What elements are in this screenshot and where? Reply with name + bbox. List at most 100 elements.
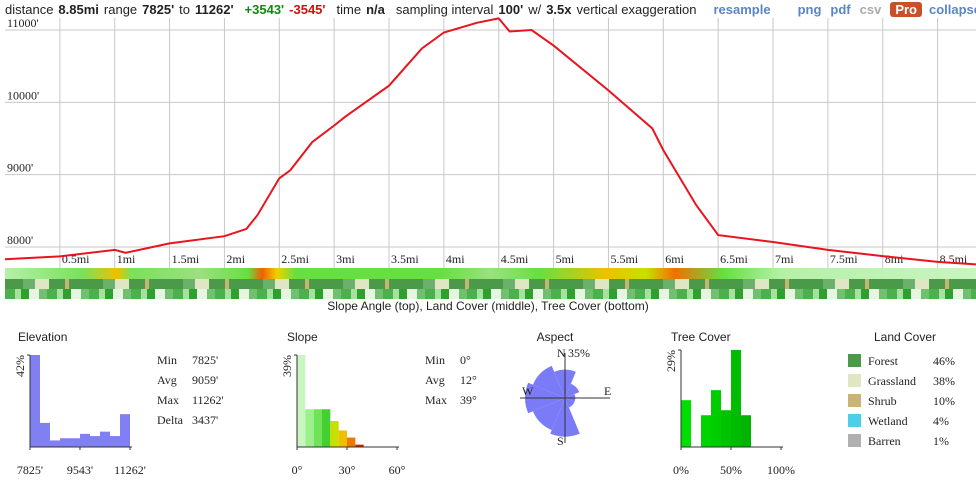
rose-petal — [565, 383, 580, 398]
hist-bar — [89, 436, 101, 447]
hist-bar — [305, 409, 314, 447]
label: distance — [5, 2, 54, 17]
legend-name: Wetland — [868, 414, 908, 428]
legend-swatch — [848, 434, 861, 447]
hist-bar — [701, 415, 711, 447]
y-tick-label: 29% — [664, 350, 678, 372]
hist-bar — [355, 444, 364, 447]
png-link[interactable]: png — [797, 2, 822, 17]
hist-bar — [40, 422, 50, 447]
x-tick-label: 8mi — [885, 252, 904, 266]
interval: 100' — [498, 2, 524, 17]
legend-value: 46% — [933, 354, 955, 368]
pro-badge[interactable]: Pro — [890, 2, 922, 17]
hist-bar — [100, 431, 111, 447]
stat-value: 9059' — [192, 373, 218, 387]
compass-label: S — [557, 434, 564, 448]
pdf-link[interactable]: pdf — [830, 2, 851, 17]
label: time — [336, 2, 362, 17]
x-tick-label: 3.5mi — [391, 252, 419, 266]
x-tick-label: 7mi — [775, 252, 794, 266]
x-tick-label: 60° — [389, 463, 406, 477]
label: vertical exaggeration — [576, 2, 697, 17]
elevation-line — [4, 17, 976, 266]
x-tick-label: 30° — [339, 463, 356, 477]
label: sampling interval — [395, 2, 494, 17]
y-tick-label: 42% — [13, 355, 27, 377]
hist-bar — [322, 409, 331, 447]
x-tick-label: 0% — [673, 463, 689, 477]
x-tick-label: 1.5mi — [172, 252, 200, 266]
panel-title: Tree Cover — [671, 330, 731, 344]
range-min: 7825' — [142, 2, 175, 17]
x-tick-label: 4.5mi — [501, 252, 529, 266]
x-tick-label: 100% — [767, 463, 795, 477]
stat-value: 12° — [460, 373, 477, 387]
panel-title: Land Cover — [874, 330, 936, 344]
resample-link[interactable]: resample — [713, 2, 771, 17]
hist-bar — [297, 355, 306, 447]
stat-label: Max — [157, 393, 179, 407]
collapse-link[interactable]: collapse — [928, 2, 976, 17]
x-tick-label: 6.5mi — [720, 252, 748, 266]
y-tick-label: 39% — [280, 355, 294, 377]
distance: 8.85mi — [58, 2, 99, 17]
x-tick-label: 9543' — [67, 463, 93, 477]
legend-name: Shrub — [868, 394, 897, 408]
rose-petal — [532, 398, 565, 431]
y-tick-label: 10000' — [7, 88, 39, 102]
gain: +3543' — [244, 2, 285, 17]
plot-background — [5, 18, 976, 268]
toolbar: distance 8.85mi range 7825' to 11262' +3… — [5, 1, 976, 18]
loss: -3545' — [289, 2, 326, 17]
x-tick-label: 3mi — [336, 252, 355, 266]
hist-bar — [741, 415, 751, 447]
hist-bar — [110, 436, 120, 447]
x-tick-label: 5.5mi — [610, 252, 638, 266]
stat-value: 0° — [460, 353, 471, 367]
x-tick-label: 2mi — [226, 252, 245, 266]
rose-petal — [565, 398, 575, 408]
x-tick-label: 2.5mi — [281, 252, 309, 266]
rose-petal — [532, 365, 565, 398]
x-tick-label: 0° — [292, 463, 303, 477]
legend-swatch — [848, 374, 861, 387]
compass-label: E — [604, 384, 611, 398]
stat-label: Max — [425, 393, 447, 407]
hist-bar — [330, 421, 339, 447]
x-tick-label: 1mi — [117, 252, 136, 266]
y-tick-label: 8000' — [7, 233, 33, 247]
hist-bar — [80, 433, 90, 447]
rmax-label: 35% — [568, 346, 590, 360]
hist-bar — [711, 390, 721, 447]
stat-value: 3437' — [192, 413, 218, 427]
stat-value: 11262' — [192, 393, 224, 407]
x-tick-label: 50% — [720, 463, 742, 477]
x-tick-label: 7.5mi — [830, 252, 858, 266]
stat-label: Avg — [157, 373, 177, 387]
csv-link[interactable]: csv — [859, 2, 882, 17]
legend-value: 38% — [933, 374, 955, 388]
land-strip — [5, 279, 976, 289]
tree-strip — [5, 289, 976, 299]
panel-title: Aspect — [537, 330, 574, 344]
hist-bar — [70, 438, 81, 447]
stat-label: Avg — [425, 373, 445, 387]
panel-title: Slope — [287, 330, 318, 344]
hist-bar — [30, 355, 41, 447]
y-tick-label: 11000' — [7, 16, 39, 30]
x-tick-label: 11262' — [114, 463, 146, 477]
label: range — [103, 2, 138, 17]
label: to — [179, 2, 191, 17]
slope-strip — [5, 268, 976, 279]
hist-bar — [731, 350, 741, 447]
hist-bar — [59, 438, 71, 447]
legend-swatch — [848, 414, 861, 427]
label: w/ — [528, 2, 542, 17]
legend-name: Grassland — [868, 374, 916, 388]
stat-value: 7825' — [192, 353, 218, 367]
y-tick-label: 9000' — [7, 161, 33, 175]
compass-label: N — [557, 346, 566, 360]
stat-value: 39° — [460, 393, 477, 407]
